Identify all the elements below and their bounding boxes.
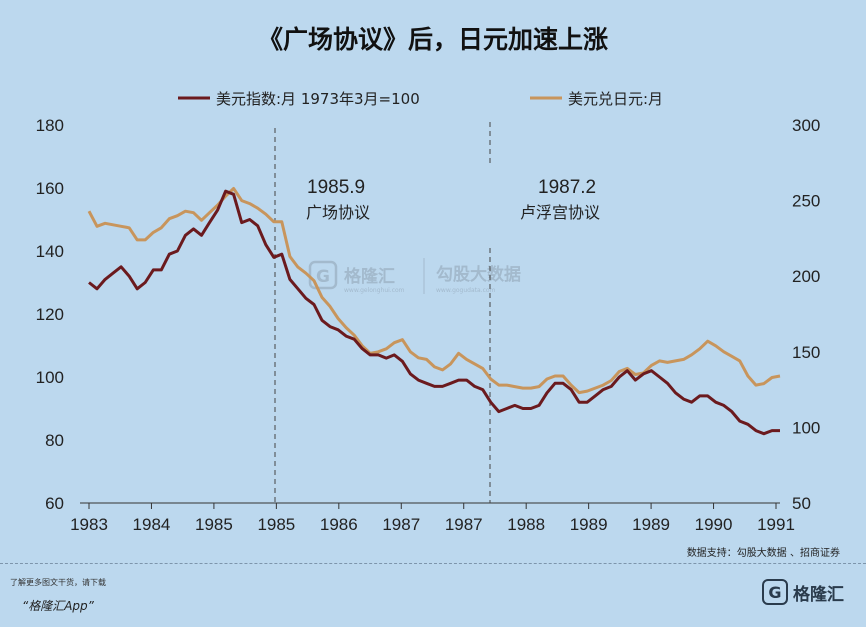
y-right-ticks: 50 100 150 200 250 300 [792, 116, 820, 513]
series-line-usd-index [88, 189, 780, 436]
y-left-tick-label: 180 [36, 116, 64, 135]
x-tick-label: 1986 [320, 515, 358, 534]
x-tick-label: 1985 [257, 515, 295, 534]
x-tick-label: 1984 [133, 515, 171, 534]
watermark-brand-url: www.gelonghui.com [344, 287, 405, 294]
x-tick-label: 1989 [570, 515, 608, 534]
watermark-brand: 格隆汇 [344, 266, 395, 287]
y-right-tick-label: 300 [792, 116, 820, 135]
footer-logo-name: 格隆汇 [793, 584, 844, 605]
x-tick-label: 1987 [382, 515, 420, 534]
y-right-tick-label: 150 [792, 343, 820, 362]
x-tick-label: 1987 [445, 515, 483, 534]
y-left-tick-label: 140 [36, 242, 64, 261]
plaza-accord-date: 1985.9 [307, 177, 365, 198]
footer-divider [0, 563, 866, 564]
louvre-accord-label: 卢浮宫协议 [520, 203, 600, 222]
x-tick-label: 1989 [632, 515, 670, 534]
footer-app-name[interactable]: “格隆汇App” [22, 599, 94, 613]
legend: 美元指数:月 1973年3月=100 美元兑日元:月 [178, 90, 663, 108]
footer-logo[interactable]: G 格隆汇 [762, 579, 844, 605]
chart-title: 《广场协议》后，日元加速上涨 [257, 25, 608, 54]
louvre-accord-date: 1987.2 [538, 177, 596, 198]
y-right-tick-label: 50 [792, 494, 811, 513]
series-line-usd-jpy [87, 187, 781, 395]
y-left-tick-label: 160 [36, 179, 64, 198]
y-left-tick-label: 100 [36, 368, 64, 387]
legend-label-usd-index: 美元指数:月 1973年3月=100 [216, 90, 420, 108]
watermark-data-brand: 勾股大数据 [436, 264, 521, 285]
gelonghui-logo-icon: G [762, 579, 788, 605]
y-left-tick-label: 120 [36, 305, 64, 324]
x-ticks: 1983 1984 1985 1985 1986 1987 1987 1988 1989 1989… [70, 503, 795, 534]
watermark: G 格隆汇 www.gelonghui.com 勾股大数据 www.goguda… [308, 258, 521, 294]
legend-label-usd-jpy: 美元兑日元:月 [568, 90, 663, 108]
y-left-tick-label: 60 [45, 494, 64, 513]
x-tick-label: 1988 [507, 515, 545, 534]
plaza-accord-label: 广场协议 [306, 203, 370, 222]
watermark-data-url: www.gogudata.com [436, 287, 496, 294]
data-source-note: 数据支持：勾股大数据 、招商证券 [686, 548, 840, 559]
y-left-tick-label: 80 [45, 431, 64, 450]
y-right-tick-label: 250 [792, 192, 820, 211]
x-tick-label: 1991 [757, 515, 795, 534]
y-right-tick-label: 100 [792, 418, 820, 437]
y-right-tick-label: 200 [792, 267, 820, 286]
x-tick-label: 1985 [195, 515, 233, 534]
x-tick-label: 1990 [695, 515, 733, 534]
x-tick-label: 1983 [70, 515, 108, 534]
y-left-ticks: 60 80 100 120 140 160 180 [36, 116, 64, 513]
watermark-logo-glyph: G [316, 267, 330, 287]
footer-download-note: 了解更多图文干货，请下载 [10, 578, 106, 587]
